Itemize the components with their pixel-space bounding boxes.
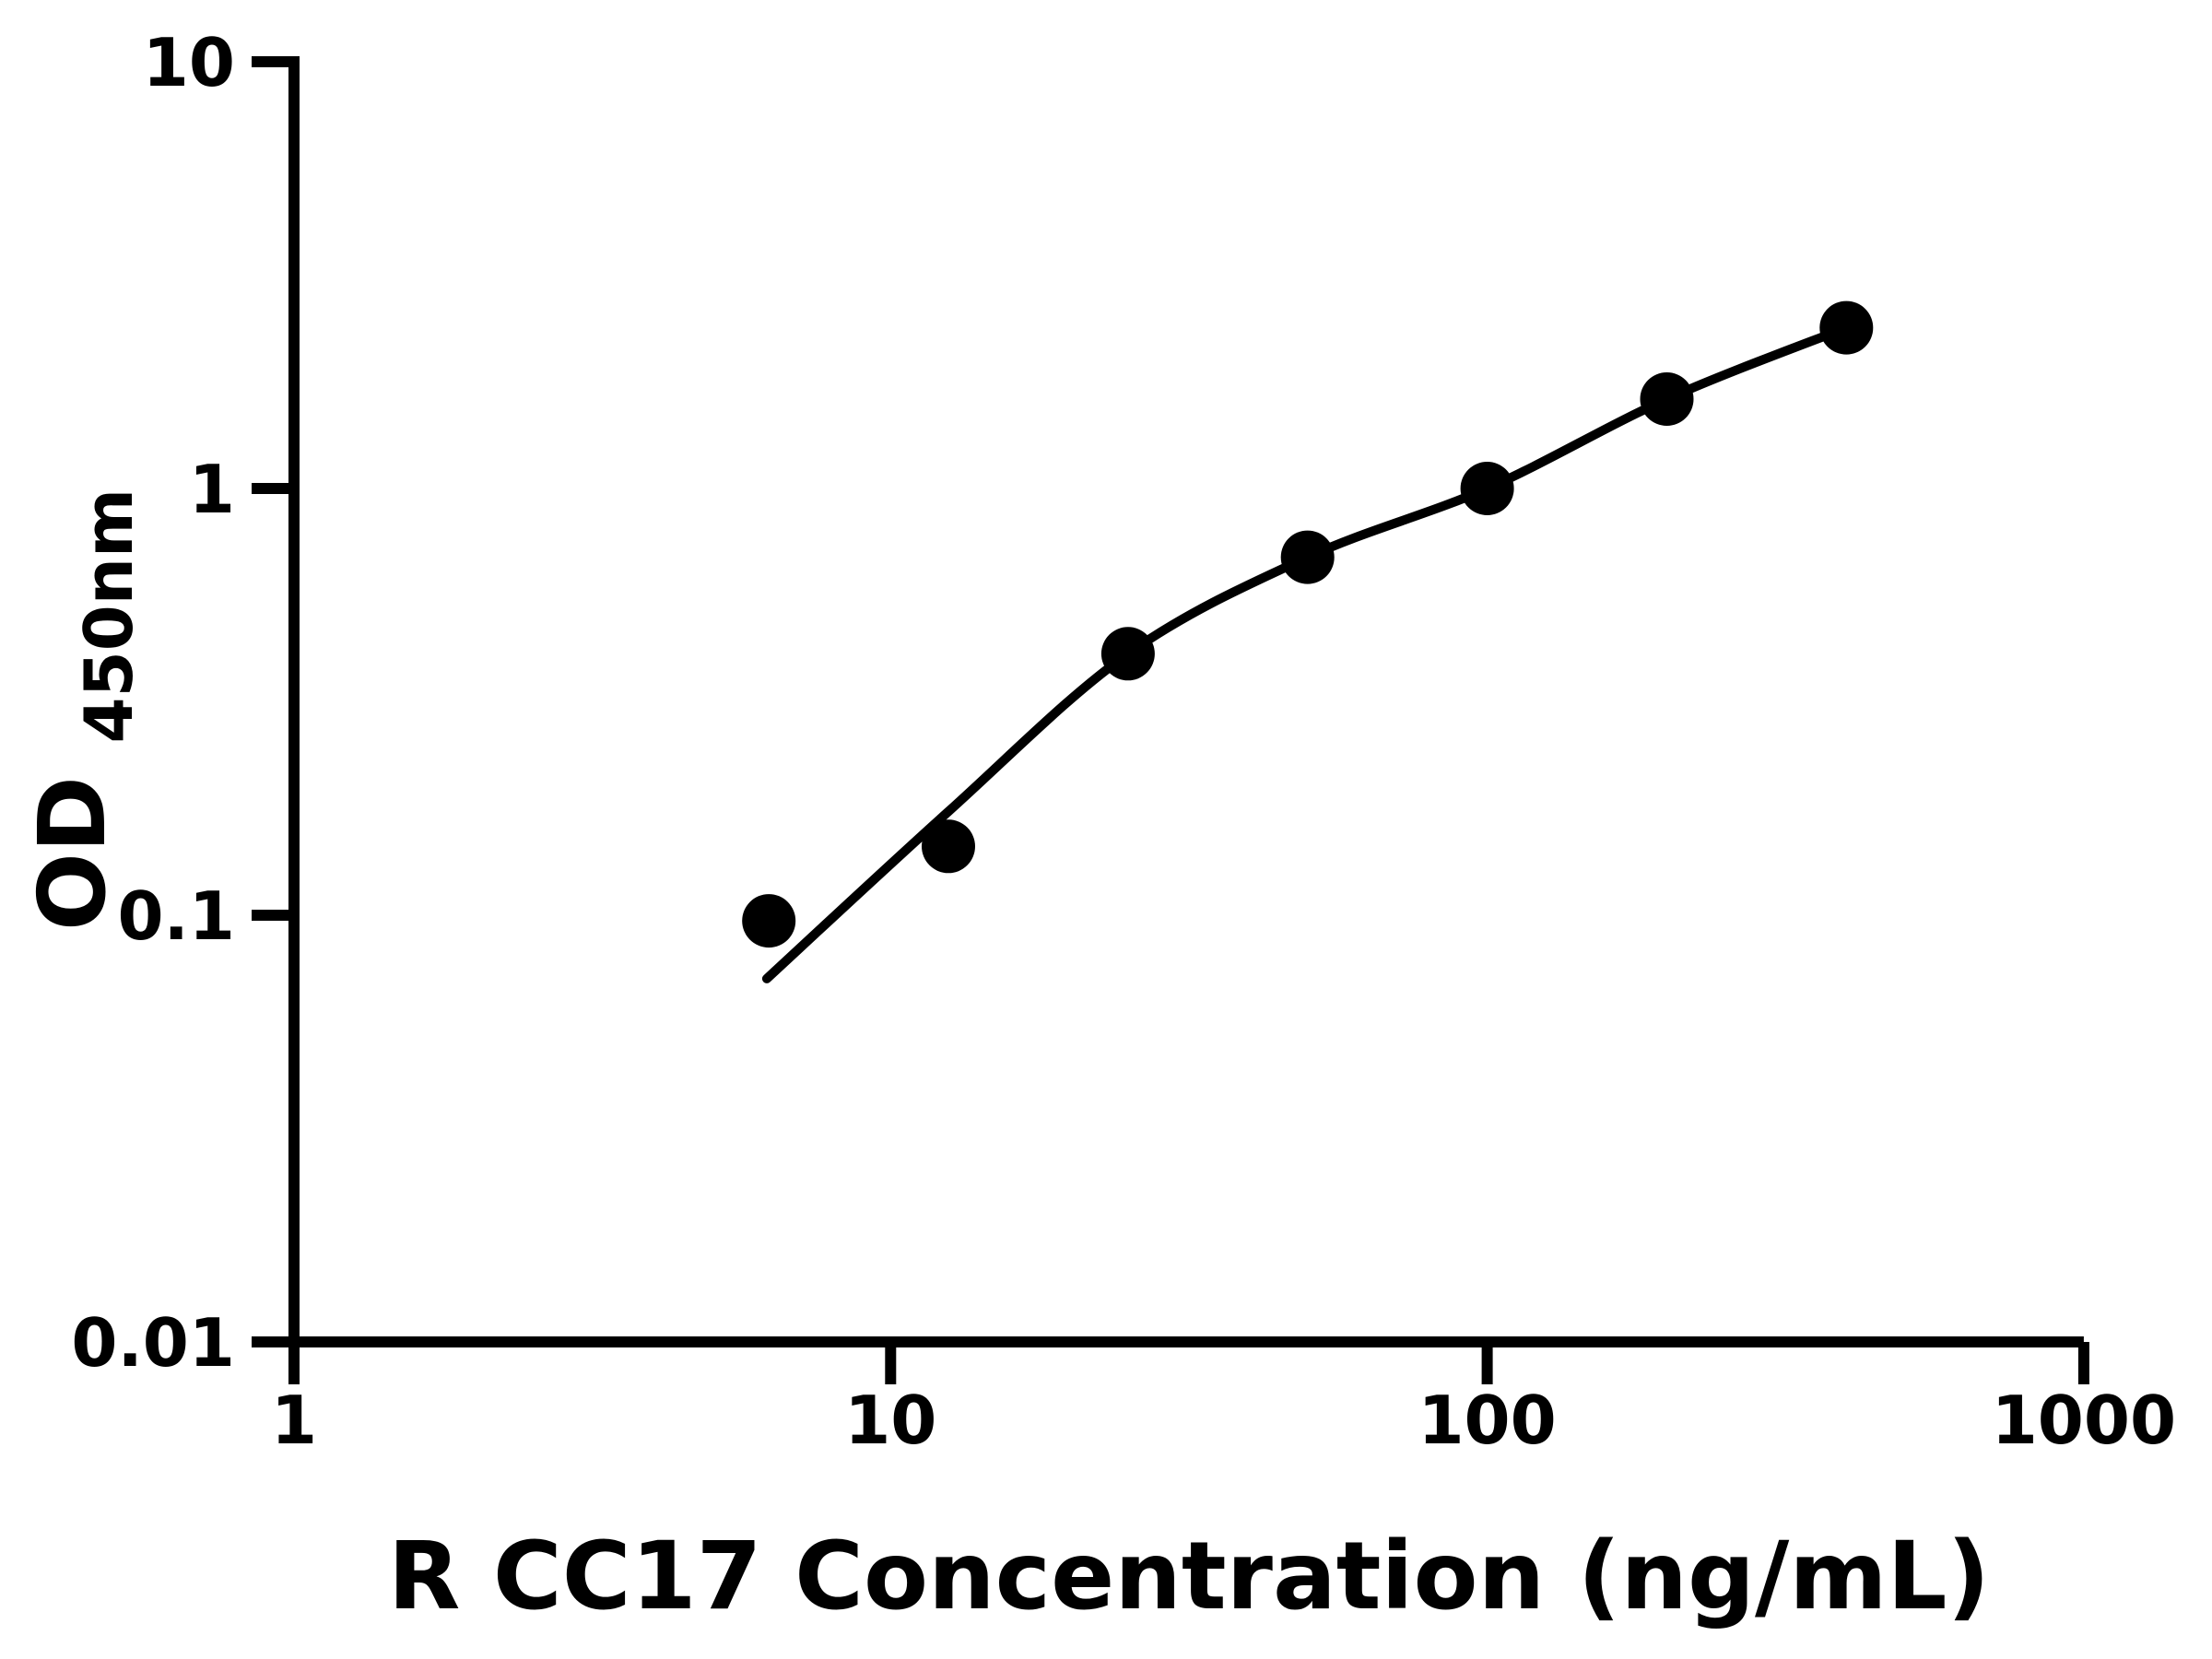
x-tick-label-1000: 1000 [1992, 1382, 2176, 1459]
x-tick-label-10: 10 [844, 1382, 936, 1459]
data-point [1460, 462, 1514, 515]
y-tick-label-1: 1 [189, 451, 235, 528]
x-tick-label-1: 1 [271, 1382, 317, 1459]
data-point [1819, 300, 1874, 355]
y-axis-title-main: OD [18, 776, 126, 931]
data-point [922, 819, 975, 874]
y-tick-label-0.01: 0.01 [71, 1304, 235, 1382]
plot-area: 0.01 0.1 1 10 1 10 100 1000 [71, 24, 2176, 1459]
y-tick-label-0.1: 0.1 [117, 877, 235, 955]
x-tick-label-100: 100 [1418, 1382, 1556, 1459]
y-axis-title-subscript: 450nm [70, 488, 147, 744]
data-point [1640, 372, 1694, 426]
fit-curve [761, 323, 1852, 983]
y-tick-label-10: 10 [143, 24, 235, 101]
data-point [1280, 530, 1335, 584]
x-axis-title: R CC17 Concentration (ng/mL) [388, 1522, 1990, 1631]
axis-spines [288, 56, 2084, 1347]
data-point [1100, 627, 1155, 681]
y-axis-title: OD 450nm [18, 488, 147, 931]
data-point [742, 894, 796, 948]
